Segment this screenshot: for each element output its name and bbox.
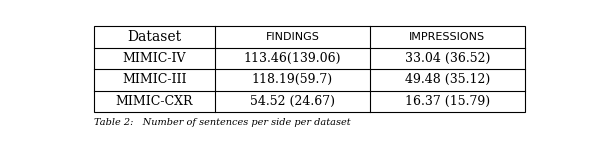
Text: 49.48 (35.12): 49.48 (35.12) [405, 73, 490, 86]
Text: Table 2:   Number of sentences per side per dataset: Table 2: Number of sentences per side pe… [94, 118, 351, 127]
Text: MIMIC-IV: MIMIC-IV [123, 52, 186, 65]
Text: 54.52 (24.67): 54.52 (24.67) [250, 95, 335, 108]
Text: IMPRESSIONS: IMPRESSIONS [410, 32, 486, 42]
Text: 118.19(59.7): 118.19(59.7) [252, 73, 333, 86]
Text: 16.37 (15.79): 16.37 (15.79) [405, 95, 490, 108]
Text: FINDINGS: FINDINGS [265, 32, 320, 42]
Text: MIMIC-III: MIMIC-III [122, 73, 187, 86]
Text: Dataset: Dataset [127, 30, 182, 44]
Text: 113.46(139.06): 113.46(139.06) [243, 52, 341, 65]
Text: 33.04 (36.52): 33.04 (36.52) [405, 52, 490, 65]
Text: MIMIC-CXR: MIMIC-CXR [116, 95, 193, 108]
